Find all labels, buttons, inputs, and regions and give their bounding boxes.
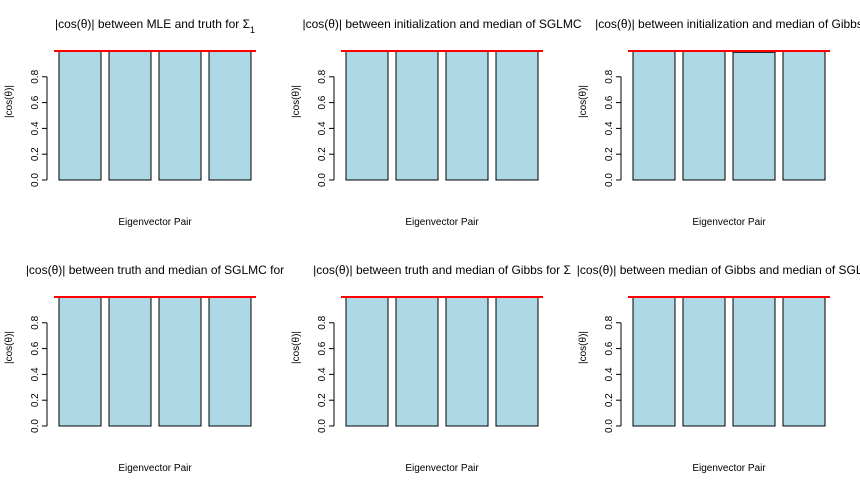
bar-4 [495,50,539,181]
chart-title: |cos(θ)| between initialization and medi… [595,17,860,31]
bar-2 [395,296,439,427]
y-tick-label: 0.6 [30,95,41,109]
y-tick-label: 0.8 [317,69,328,83]
y-tick-label: 0.6 [317,341,328,355]
y-axis-label: |cos(θ)| [4,85,15,118]
y-tick-label: 0.0 [30,419,41,433]
bar-4 [495,296,539,427]
y-tick-label: 0.6 [604,341,615,355]
x-axis-label: Eigenvector Pair [118,463,192,474]
y-tick-label: 0.2 [30,393,41,407]
x-axis-label: Eigenvector Pair [118,217,192,228]
y-tick-label: 0.6 [30,341,41,355]
bar-1 [632,50,676,181]
y-tick-label: 0.4 [317,121,328,135]
bar-3 [158,50,202,181]
y-axis-label: |cos(θ)| [4,331,15,364]
y-tick-label: 0.6 [604,95,615,109]
chart-panel-4: |cos(θ)| between truth and median of SGL… [4,263,284,474]
chart-panel-1: |cos(θ)| between MLE and truth for Σ1 0.0… [4,17,256,228]
bar-1 [632,296,676,427]
bar-3 [445,50,489,181]
y-tick-label: 0.4 [604,121,615,135]
y-tick-label: 0.4 [317,367,328,381]
chart-title: |cos(θ)| between initialization and medi… [302,17,581,31]
bar-2 [682,50,726,181]
y-axis-label: |cos(θ)| [578,331,589,364]
bar-1 [58,50,102,181]
bar-2 [395,50,439,181]
chart-title: |cos(θ)| between median of Gibbs and med… [577,263,860,277]
y-axis-label: |cos(θ)| [578,85,589,118]
y-tick-label: 0.4 [30,367,41,381]
chart-panel-6: |cos(θ)| between median of Gibbs and med… [577,263,860,474]
y-tick-label: 0.2 [30,147,41,161]
bar-1 [345,50,389,181]
y-tick-label: 0.8 [30,315,41,329]
y-tick-label: 0.4 [604,367,615,381]
bar-4 [208,50,252,181]
bar-3 [158,296,202,427]
bar-2 [108,296,152,427]
y-axis-label: |cos(θ)| [291,85,302,118]
bar-2 [108,50,152,181]
x-axis-label: Eigenvector Pair [405,217,479,228]
bar-3 [445,296,489,427]
y-tick-label: 0.6 [317,95,328,109]
y-axis-label: |cos(θ)| [291,331,302,364]
y-tick-label: 0.2 [604,393,615,407]
bar-3 [732,51,776,181]
y-tick-label: 0.8 [604,315,615,329]
y-tick-label: 0.0 [604,419,615,433]
x-axis-label: Eigenvector Pair [692,463,766,474]
chart-title-subscript: 1 [250,25,255,35]
chart-title: |cos(θ)| between truth and median of Gib… [313,263,571,277]
chart-title: |cos(θ)| between MLE and truth for Σ1 [55,17,255,35]
y-tick-label: 0.8 [317,315,328,329]
y-tick-label: 0.0 [317,419,328,433]
y-tick-label: 0.0 [30,173,41,187]
bar-4 [782,50,826,181]
y-tick-label: 0.2 [604,147,615,161]
chart-panel-2: |cos(θ)| between initialization and medi… [291,17,582,228]
y-tick-label: 0.4 [30,121,41,135]
bar-2 [682,296,726,427]
y-tick-label: 0.8 [30,69,41,83]
x-axis-label: Eigenvector Pair [405,463,479,474]
y-tick-label: 0.2 [317,393,328,407]
bar-4 [782,296,826,427]
bar-1 [58,296,102,427]
y-tick-label: 0.8 [604,69,615,83]
y-tick-label: 0.0 [317,173,328,187]
bar-1 [345,296,389,427]
chart-panel-5: |cos(θ)| between truth and median of Gib… [291,263,571,474]
bar-4 [208,296,252,427]
x-axis-label: Eigenvector Pair [692,217,766,228]
y-tick-label: 0.0 [604,173,615,187]
bar-3 [732,296,776,427]
chart-panel-3: |cos(θ)| between initialization and medi… [578,17,860,228]
y-tick-label: 0.2 [317,147,328,161]
chart-title: |cos(θ)| between truth and median of SGL… [26,263,284,277]
